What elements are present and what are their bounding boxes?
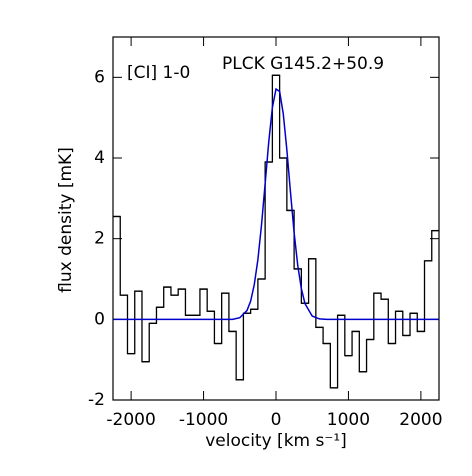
y-tick-label: 0 — [94, 309, 105, 329]
y-tick-label: 4 — [94, 148, 105, 168]
step-outline — [113, 74, 439, 389]
x-tick-label: 1000 — [327, 410, 370, 430]
annotation: PLCK G145.2+50.9 — [222, 54, 384, 74]
annotation: [CI] 1-0 — [127, 63, 190, 83]
x-tick-label: 0 — [271, 410, 282, 430]
y-axis-label: flux density [mK] — [56, 147, 76, 293]
y-tick-label: 2 — [94, 229, 105, 249]
y-tick-label: 6 — [94, 67, 105, 87]
x-tick-label: 2000 — [399, 410, 442, 430]
y-tick-label: -2 — [88, 390, 105, 410]
x-axis-label: velocity [km s⁻¹] — [205, 431, 347, 451]
plot-frame — [112, 36, 440, 401]
fit-line — [113, 87, 439, 321]
x-tick-label: -2000 — [106, 410, 155, 430]
x-tick-label: -1000 — [179, 410, 228, 430]
